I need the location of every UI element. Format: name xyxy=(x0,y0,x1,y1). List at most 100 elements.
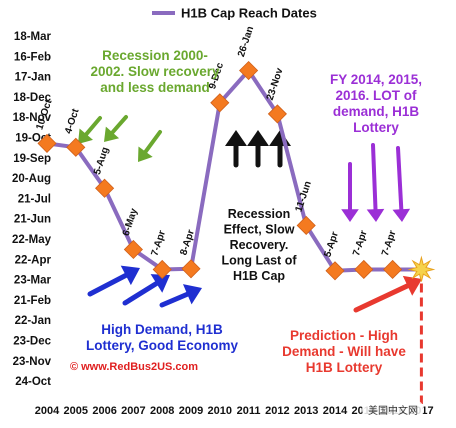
y-tick-label: 21-Jul xyxy=(18,193,51,205)
annotation-arrow xyxy=(87,265,140,297)
annotation-recession-effect: Recovery. xyxy=(230,238,289,252)
x-tick-label: 2009 xyxy=(179,405,203,417)
y-axis: 18-Mar16-Feb17-Jan18-Dec18-Nov19-Oct19-S… xyxy=(12,31,52,388)
data-point xyxy=(95,178,115,198)
annotation-site: © www.RedBus2US.com xyxy=(70,361,198,373)
annotation-fy: Lottery xyxy=(353,120,399,135)
y-tick-label: 24-Oct xyxy=(15,376,51,388)
x-tick-label: 2011 xyxy=(237,405,261,417)
data-point xyxy=(325,261,345,281)
arrow-head xyxy=(247,130,269,146)
point-label: 5-Aug xyxy=(92,146,111,176)
data-point xyxy=(267,104,287,124)
y-tick-label: 22-May xyxy=(12,234,52,246)
arrow-shaft xyxy=(396,146,404,212)
annotation-recession-effect: Recession xyxy=(228,207,291,221)
arrow-shaft xyxy=(84,116,102,137)
y-tick-label: 18-Nov xyxy=(13,112,52,124)
point-label: 7-Apr xyxy=(380,229,399,257)
y-tick-label: 19-Sep xyxy=(13,153,51,165)
x-tick-label: 2014 xyxy=(323,405,348,417)
arrow-head xyxy=(182,284,202,305)
arrow-head xyxy=(104,126,120,142)
annotation-high-demand: Lottery, Good Economy xyxy=(86,338,238,353)
arrow-head xyxy=(78,128,93,144)
point-label: 6-May xyxy=(121,207,140,238)
data-point xyxy=(181,259,201,279)
annotation-arrow xyxy=(225,130,247,168)
arrow-head xyxy=(150,274,170,293)
annotation-prediction: Prediction - High xyxy=(290,328,398,343)
data-point xyxy=(383,259,403,280)
y-tick-label: 21-Feb xyxy=(14,295,51,307)
y-tick-label: 21-Jun xyxy=(14,214,51,226)
data-point xyxy=(210,93,230,113)
point-label: 26-Jan xyxy=(236,25,256,59)
data-point xyxy=(239,60,259,81)
x-tick-label: 2012 xyxy=(265,405,289,417)
arrow-head xyxy=(402,275,422,296)
y-tick-label: 16-Feb xyxy=(14,51,51,63)
watermark: 美国中文网 xyxy=(362,400,424,419)
y-tick-label: 23-Mar xyxy=(14,275,52,287)
annotation-arrow xyxy=(353,275,422,313)
arrow-head xyxy=(269,130,291,146)
y-tick-label: 23-Nov xyxy=(13,356,52,368)
annotation-recession: Recession 2000- xyxy=(102,48,208,63)
annotation-high-demand: High Demand, H1B xyxy=(101,322,223,337)
annotation-prediction: Demand - Will have xyxy=(282,344,406,359)
legend: H1B Cap Reach Dates xyxy=(152,6,317,21)
x-tick-label: 2010 xyxy=(208,405,232,417)
arrow-shaft xyxy=(371,143,378,212)
annotation-arrow xyxy=(247,130,269,168)
data-point xyxy=(66,137,86,157)
annotation-recession-effect: H1B Cap xyxy=(233,269,285,283)
data-point xyxy=(152,259,172,280)
y-tick-label: 18-Dec xyxy=(13,92,51,104)
annotation-arrow xyxy=(366,143,385,222)
data-point xyxy=(37,133,57,153)
arrow-shaft xyxy=(159,291,190,308)
annotation-recession: 2002. Slow recovery xyxy=(90,64,220,79)
annotation-arrow xyxy=(392,146,411,222)
annotation-arrows xyxy=(78,115,422,313)
arrow-head xyxy=(225,130,247,146)
annotation-fy: demand, H1B xyxy=(333,104,420,119)
y-tick-label: 20-Aug xyxy=(12,173,51,185)
arrow-head xyxy=(392,208,411,222)
data-point xyxy=(296,215,316,236)
y-tick-label: 17-Jan xyxy=(15,72,51,84)
annotation-prediction: H1B Lottery xyxy=(306,360,383,375)
data-point xyxy=(354,259,374,280)
annotation-arrow xyxy=(78,116,102,144)
arrow-shaft xyxy=(110,115,128,135)
y-tick-label: 22-Apr xyxy=(15,254,52,266)
y-tick-label: 22-Jan xyxy=(15,315,51,327)
x-tick-label: 2013 xyxy=(294,405,318,417)
annotation-arrow xyxy=(341,162,359,222)
y-tick-label: 18-Mar xyxy=(14,31,52,43)
annotation-recession-effect: Long Last of xyxy=(222,254,298,268)
arrow-shaft xyxy=(353,283,411,313)
arrow-shaft xyxy=(87,272,129,297)
annotation-fy: FY 2014, 2015, xyxy=(330,72,422,87)
legend-label: H1B Cap Reach Dates xyxy=(181,6,317,21)
annotation-recession: and less demand xyxy=(100,80,210,95)
point-label: 5-Apr xyxy=(322,230,341,258)
annotation-arrow xyxy=(104,115,128,142)
annotation-recession-effect: Effect, Slow xyxy=(224,223,295,237)
point-label: 7-Apr xyxy=(150,229,169,257)
arrow-head xyxy=(138,146,153,162)
x-tick-label: 2004 xyxy=(35,405,60,417)
point-label: 4-Oct xyxy=(63,107,82,135)
point-label: 23-Nov xyxy=(265,66,286,102)
data-point xyxy=(123,239,143,260)
annotation-arrow xyxy=(122,274,170,306)
arrow-head xyxy=(341,209,359,222)
x-tick-label: 2005 xyxy=(64,405,88,417)
arrow-head xyxy=(366,208,385,222)
point-label: 7-Apr xyxy=(351,229,370,257)
